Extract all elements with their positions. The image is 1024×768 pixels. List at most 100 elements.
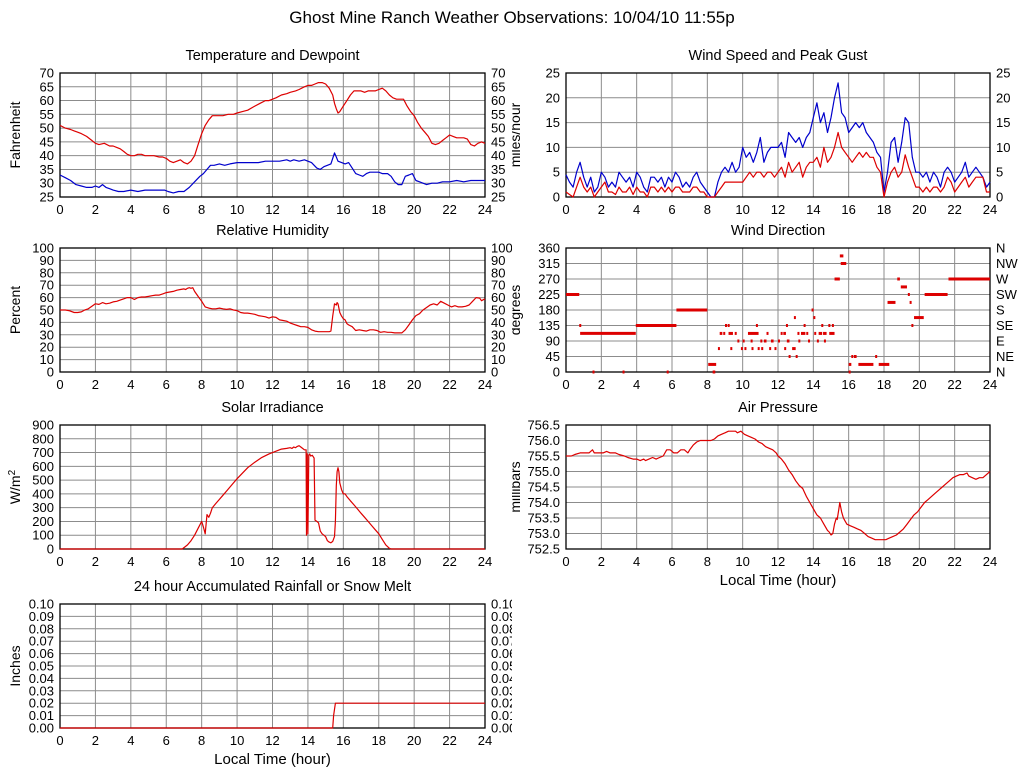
svg-text:25: 25 bbox=[996, 66, 1010, 81]
svg-text:Relative Humidity: Relative Humidity bbox=[216, 223, 330, 239]
svg-text:50: 50 bbox=[491, 303, 505, 318]
svg-text:0: 0 bbox=[56, 377, 63, 392]
svg-text:4: 4 bbox=[633, 202, 640, 217]
svg-text:756.0: 756.0 bbox=[527, 433, 560, 448]
svg-text:0: 0 bbox=[47, 365, 54, 380]
svg-text:4: 4 bbox=[127, 377, 134, 392]
svg-text:10: 10 bbox=[40, 352, 54, 367]
svg-text:754.5: 754.5 bbox=[527, 480, 560, 495]
svg-text:0.06: 0.06 bbox=[491, 646, 512, 661]
svg-text:20: 20 bbox=[491, 340, 505, 355]
svg-text:0.09: 0.09 bbox=[491, 609, 512, 624]
svg-text:10: 10 bbox=[735, 377, 749, 392]
page-title: Ghost Mine Ranch Weather Observations: 1… bbox=[289, 8, 735, 27]
svg-text:2: 2 bbox=[598, 554, 605, 569]
svg-text:10: 10 bbox=[735, 202, 749, 217]
svg-text:30: 30 bbox=[491, 327, 505, 342]
svg-text:20: 20 bbox=[912, 554, 926, 569]
svg-text:16: 16 bbox=[336, 377, 350, 392]
svg-text:Solar Irradiance: Solar Irradiance bbox=[221, 400, 323, 416]
svg-text:Inches: Inches bbox=[7, 645, 23, 686]
svg-text:0.06: 0.06 bbox=[29, 646, 54, 661]
svg-text:900: 900 bbox=[32, 418, 54, 433]
svg-text:12: 12 bbox=[771, 554, 785, 569]
svg-text:65: 65 bbox=[40, 79, 54, 94]
series-wind-speed bbox=[565, 131, 990, 198]
svg-text:80: 80 bbox=[40, 265, 54, 280]
svg-text:20: 20 bbox=[407, 202, 421, 217]
series-air-pressure bbox=[566, 430, 991, 541]
svg-text:22: 22 bbox=[442, 377, 456, 392]
svg-text:30: 30 bbox=[40, 327, 54, 342]
svg-text:8: 8 bbox=[704, 202, 711, 217]
svg-text:60: 60 bbox=[491, 290, 505, 305]
svg-text:0.02: 0.02 bbox=[29, 696, 54, 711]
svg-text:30: 30 bbox=[40, 176, 54, 191]
svg-text:20: 20 bbox=[407, 554, 421, 569]
svg-text:24: 24 bbox=[983, 554, 997, 569]
svg-text:degrees: degrees bbox=[512, 285, 523, 336]
svg-text:18: 18 bbox=[877, 554, 891, 569]
svg-text:0: 0 bbox=[996, 190, 1003, 205]
svg-text:24 hour Accumulated Rainfall o: 24 hour Accumulated Rainfall or Snow Mel… bbox=[134, 579, 411, 595]
svg-text:0.10: 0.10 bbox=[491, 597, 512, 612]
svg-text:0: 0 bbox=[56, 554, 63, 569]
svg-text:0.00: 0.00 bbox=[29, 721, 54, 736]
svg-text:60: 60 bbox=[491, 93, 505, 108]
svg-text:8: 8 bbox=[198, 554, 205, 569]
svg-text:0: 0 bbox=[562, 554, 569, 569]
svg-text:24: 24 bbox=[478, 554, 492, 569]
svg-text:22: 22 bbox=[947, 554, 961, 569]
svg-text:Local Time (hour): Local Time (hour) bbox=[214, 751, 331, 767]
svg-text:400: 400 bbox=[32, 486, 54, 501]
svg-text:15: 15 bbox=[546, 115, 560, 130]
svg-text:12: 12 bbox=[265, 202, 279, 217]
svg-text:24: 24 bbox=[478, 377, 492, 392]
svg-text:8: 8 bbox=[704, 377, 711, 392]
svg-text:12: 12 bbox=[771, 202, 785, 217]
svg-text:0.03: 0.03 bbox=[491, 683, 512, 698]
svg-text:14: 14 bbox=[301, 202, 315, 217]
svg-text:22: 22 bbox=[442, 554, 456, 569]
svg-text:0.03: 0.03 bbox=[29, 683, 54, 698]
svg-text:6: 6 bbox=[668, 554, 675, 569]
svg-text:22: 22 bbox=[442, 202, 456, 217]
svg-text:800: 800 bbox=[32, 431, 54, 446]
svg-text:14: 14 bbox=[806, 377, 820, 392]
svg-text:753.0: 753.0 bbox=[527, 526, 560, 541]
svg-text:0.01: 0.01 bbox=[491, 708, 512, 723]
svg-text:50: 50 bbox=[40, 303, 54, 318]
svg-text:40: 40 bbox=[491, 315, 505, 330]
svg-text:22: 22 bbox=[947, 377, 961, 392]
svg-text:24: 24 bbox=[983, 202, 997, 217]
svg-text:14: 14 bbox=[806, 202, 820, 217]
svg-text:70: 70 bbox=[40, 66, 54, 81]
svg-text:Temperature and Dewpoint: Temperature and Dewpoint bbox=[185, 48, 359, 64]
svg-text:754.0: 754.0 bbox=[527, 495, 560, 510]
svg-text:35: 35 bbox=[40, 162, 54, 177]
svg-text:Local Time (hour): Local Time (hour) bbox=[720, 572, 837, 588]
svg-text:4: 4 bbox=[127, 554, 134, 569]
svg-text:0: 0 bbox=[553, 190, 560, 205]
svg-text:35: 35 bbox=[491, 162, 505, 177]
svg-text:500: 500 bbox=[32, 473, 54, 488]
svg-text:24: 24 bbox=[983, 377, 997, 392]
svg-text:14: 14 bbox=[301, 377, 315, 392]
svg-text:180: 180 bbox=[538, 303, 560, 318]
chart-24-hour-accumulated-rainfall-or-snow-melt: 0.00 0.01 0.02 0.03 0.04 0.05 0.06 0.07 0.08 0.09… bbox=[0, 567, 516, 768]
svg-text:20: 20 bbox=[407, 377, 421, 392]
svg-text:6: 6 bbox=[163, 377, 170, 392]
svg-text:2: 2 bbox=[598, 377, 605, 392]
svg-text:18: 18 bbox=[372, 202, 386, 217]
svg-text:22: 22 bbox=[442, 733, 456, 748]
svg-text:N: N bbox=[996, 241, 1005, 256]
svg-text:10: 10 bbox=[230, 202, 244, 217]
svg-text:4: 4 bbox=[633, 377, 640, 392]
svg-text:6: 6 bbox=[668, 377, 675, 392]
svg-text:60: 60 bbox=[40, 290, 54, 305]
svg-text:10: 10 bbox=[230, 377, 244, 392]
svg-text:90: 90 bbox=[546, 334, 560, 349]
svg-text:0: 0 bbox=[491, 365, 498, 380]
svg-text:16: 16 bbox=[841, 377, 855, 392]
